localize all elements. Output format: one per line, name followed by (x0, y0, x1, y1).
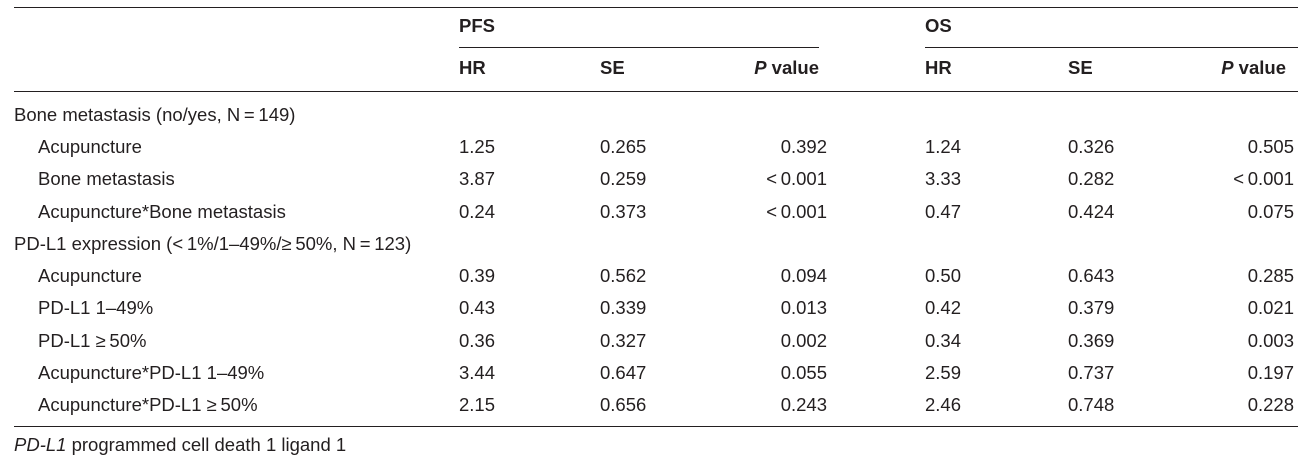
table-cell: 0.24 (459, 201, 496, 222)
section-label: PD-L1 expression (< 1%/1–49%/≥ 50%, N = … (14, 233, 412, 254)
row-label: Acupuncture*PD-L1 ≥ 50% (38, 394, 258, 415)
table-cell: 3.87 (459, 168, 496, 189)
table-cell: 2.46 (925, 394, 962, 415)
table-cell: 0.748 (1068, 394, 1115, 415)
table-cell: 1.25 (459, 136, 496, 157)
os-group-rule (925, 47, 1298, 48)
row-label: Acupuncture (38, 265, 142, 286)
table-cell: 0.285 (1247, 265, 1294, 286)
table-cell: 0.021 (1247, 297, 1294, 318)
column-header-3: HR (925, 57, 952, 79)
table-cell: 0.265 (600, 136, 647, 157)
table-cell: 0.36 (459, 330, 496, 351)
table-cell: 0.42 (925, 297, 962, 318)
column-header-1: SE (600, 57, 625, 79)
table-cell: 0.282 (1068, 168, 1115, 189)
table-cell: 0.326 (1068, 136, 1115, 157)
column-header-2: P value (754, 57, 819, 79)
column-header-label: HR (459, 57, 486, 78)
table-cell: 0.339 (600, 297, 647, 318)
table-cell: 0.505 (1247, 136, 1294, 157)
table-cell: 0.643 (1068, 265, 1115, 286)
table-cell: 0.737 (1068, 362, 1115, 383)
table-cell: 0.34 (925, 330, 962, 351)
group-header-os: OS (925, 15, 952, 36)
table-cell: 0.39 (459, 265, 496, 286)
table-cell: 0.43 (459, 297, 496, 318)
column-header-italic-prefix: P (754, 57, 767, 78)
table-cell: 0.243 (780, 394, 827, 415)
table-cell: 0.50 (925, 265, 962, 286)
footnote-abbr: PD-L1 (14, 434, 67, 455)
table-footnote: PD-L1 programmed cell death 1 ligand 1 (14, 434, 346, 456)
table-cell: 0.656 (600, 394, 647, 415)
column-header-label: HR (925, 57, 952, 78)
table-cell: 0.373 (600, 201, 647, 222)
row-label: Bone metastasis (38, 168, 175, 189)
column-header-5: P value (1221, 57, 1286, 79)
pfs-group-rule (459, 47, 819, 48)
row-label: Acupuncture (38, 136, 142, 157)
row-label: PD-L1 ≥ 50% (38, 330, 147, 351)
table-cell: 0.197 (1247, 362, 1294, 383)
table-cell: 0.379 (1068, 297, 1115, 318)
table-cell: 2.15 (459, 394, 496, 415)
table-cell: 2.59 (925, 362, 962, 383)
bottom-rule (14, 426, 1298, 427)
table-cell: 0.562 (600, 265, 647, 286)
table-cell: 0.424 (1068, 201, 1115, 222)
table-cell: 0.392 (780, 136, 827, 157)
column-header-italic-prefix: P (1221, 57, 1234, 78)
table-cell: 0.327 (600, 330, 647, 351)
table-cell: 3.44 (459, 362, 496, 383)
table-cell: 0.055 (780, 362, 827, 383)
table-cell: 0.369 (1068, 330, 1115, 351)
group-header-pfs: PFS (459, 15, 495, 36)
column-header-label: value (766, 57, 819, 78)
table-cell: 1.24 (925, 136, 962, 157)
table-cell: < 0.001 (766, 168, 827, 189)
table-cell: 0.228 (1247, 394, 1294, 415)
column-header-label: SE (1068, 57, 1093, 78)
table-cell: 0.094 (780, 265, 827, 286)
table-cell: 0.013 (780, 297, 827, 318)
header-rule (14, 91, 1298, 92)
column-header-4: SE (1068, 57, 1093, 79)
row-label: Acupuncture*Bone metastasis (38, 201, 286, 222)
column-header-0: HR (459, 57, 486, 79)
table-cell: 0.002 (780, 330, 827, 351)
table-cell: < 0.001 (766, 201, 827, 222)
table-cell: 3.33 (925, 168, 962, 189)
table-cell: 0.47 (925, 201, 962, 222)
footnote-text: programmed cell death 1 ligand 1 (66, 434, 347, 455)
table-cell: < 0.001 (1233, 168, 1294, 189)
section-label: Bone metastasis (no/yes, N = 149) (14, 104, 296, 125)
table-cell: 0.075 (1247, 201, 1294, 222)
table-cell: 0.003 (1247, 330, 1294, 351)
table-cell: 0.647 (600, 362, 647, 383)
top-rule (14, 7, 1298, 8)
table-cell: 0.259 (600, 168, 647, 189)
row-label: PD-L1 1–49% (38, 297, 154, 318)
row-label: Acupuncture*PD-L1 1–49% (38, 362, 265, 383)
column-header-label: SE (600, 57, 625, 78)
column-header-label: value (1233, 57, 1286, 78)
